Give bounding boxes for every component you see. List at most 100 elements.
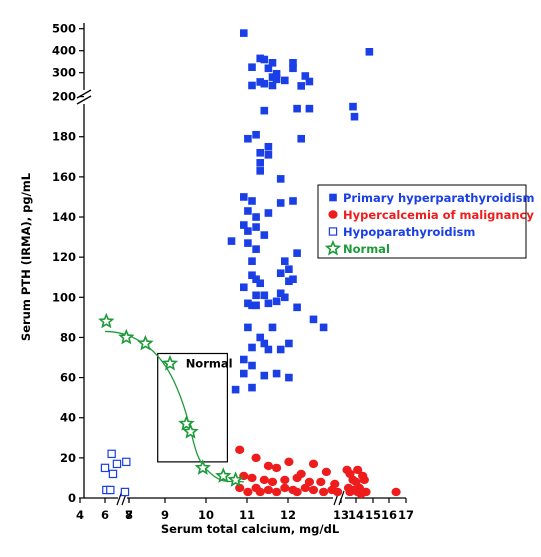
data-point xyxy=(100,463,110,473)
series-primary-hyperparathyroidism xyxy=(227,29,374,394)
data-point xyxy=(182,423,199,439)
data-point xyxy=(272,369,281,378)
data-point xyxy=(300,483,310,493)
data-point xyxy=(359,475,369,485)
data-point xyxy=(289,275,297,284)
data-point xyxy=(122,457,131,467)
data-point xyxy=(289,64,297,73)
data-point xyxy=(276,175,285,183)
data-point xyxy=(350,112,359,121)
data-point xyxy=(161,354,179,371)
data-point xyxy=(108,469,118,479)
y-axis-title: Serum PTH (IRMA), pg/mL xyxy=(19,172,33,341)
data-point xyxy=(244,227,252,235)
data-point xyxy=(264,209,273,217)
y-tick-label: 200 xyxy=(52,90,76,104)
x-axis-title: Serum total calcium, mg/dL xyxy=(161,522,340,536)
y-tick-label: 100 xyxy=(52,290,76,304)
data-point xyxy=(297,82,305,90)
data-point xyxy=(276,199,285,207)
data-points xyxy=(98,29,401,499)
data-point xyxy=(260,106,269,115)
data-point xyxy=(305,104,314,113)
data-point xyxy=(248,257,256,265)
data-point xyxy=(247,473,257,483)
series-normal xyxy=(98,312,244,487)
data-point xyxy=(112,459,122,469)
x-tick-label: 4 xyxy=(76,508,84,522)
data-point xyxy=(118,328,135,345)
data-point xyxy=(297,134,305,143)
legend-label: Hypercalcemia of malignancy xyxy=(343,208,534,222)
data-point xyxy=(272,70,281,78)
data-point xyxy=(231,385,240,394)
x-tick-label: 8 xyxy=(125,508,133,522)
data-point xyxy=(268,59,277,67)
data-point xyxy=(289,197,297,205)
y-tick-label: 180 xyxy=(52,130,76,144)
x-tick-label: 12 xyxy=(280,508,296,522)
data-point xyxy=(280,483,290,493)
data-point xyxy=(264,151,273,159)
data-point xyxy=(248,63,256,71)
data-point xyxy=(293,303,301,312)
series-hypoparathyroidism xyxy=(100,449,131,497)
normal-range-box: Normal xyxy=(157,352,233,463)
y-tick-label: 20 xyxy=(60,451,76,465)
data-point xyxy=(252,275,260,284)
data-point xyxy=(240,369,248,378)
data-point xyxy=(260,291,269,300)
data-point xyxy=(252,245,260,253)
data-point xyxy=(260,231,269,239)
data-point xyxy=(305,77,314,86)
x-tick-label: 13 xyxy=(333,508,349,522)
data-point xyxy=(272,297,281,306)
x-tick-label: 6 xyxy=(101,508,109,522)
y-tick-label: 500 xyxy=(52,22,76,36)
data-point xyxy=(391,487,401,497)
data-point xyxy=(281,76,289,85)
data-point xyxy=(316,477,326,487)
data-point xyxy=(284,457,294,467)
data-point xyxy=(256,333,264,342)
normal-box xyxy=(157,352,228,463)
data-point xyxy=(256,279,264,288)
y-tick-label: 60 xyxy=(60,371,76,385)
data-point xyxy=(252,213,260,221)
data-point xyxy=(268,81,277,90)
legend-marker xyxy=(328,227,338,236)
data-point xyxy=(272,463,282,473)
legend-marker xyxy=(329,193,337,202)
data-point xyxy=(281,293,289,302)
y-tick-label: 400 xyxy=(52,44,76,58)
data-point xyxy=(260,79,269,88)
data-point xyxy=(240,221,248,229)
data-point xyxy=(240,355,248,364)
data-point xyxy=(293,249,301,257)
data-point xyxy=(255,487,265,497)
x-tick-label: 16 xyxy=(381,508,397,522)
data-point xyxy=(256,159,264,167)
x-tick-label: 10 xyxy=(198,508,214,522)
data-point xyxy=(248,361,256,370)
data-point xyxy=(333,487,343,497)
data-point xyxy=(264,345,273,354)
data-point xyxy=(365,48,374,56)
x-tick-label: 11 xyxy=(239,508,255,522)
data-point xyxy=(285,265,293,274)
legend-box xyxy=(317,184,527,259)
data-point xyxy=(268,323,277,332)
y-tick-label: 120 xyxy=(52,250,76,264)
data-point xyxy=(264,142,273,151)
data-point xyxy=(319,487,329,497)
data-point xyxy=(227,471,244,487)
x-tick-label: 14 xyxy=(348,508,364,522)
data-point xyxy=(98,312,115,329)
data-point xyxy=(361,487,371,497)
data-point xyxy=(244,134,252,143)
data-point xyxy=(252,291,260,300)
data-point xyxy=(292,473,302,483)
data-point xyxy=(321,467,331,477)
chart-axes: 0 20 40 60 80 100 120 140 160 180 200 300 400 500 4 6 78… xyxy=(52,22,414,522)
